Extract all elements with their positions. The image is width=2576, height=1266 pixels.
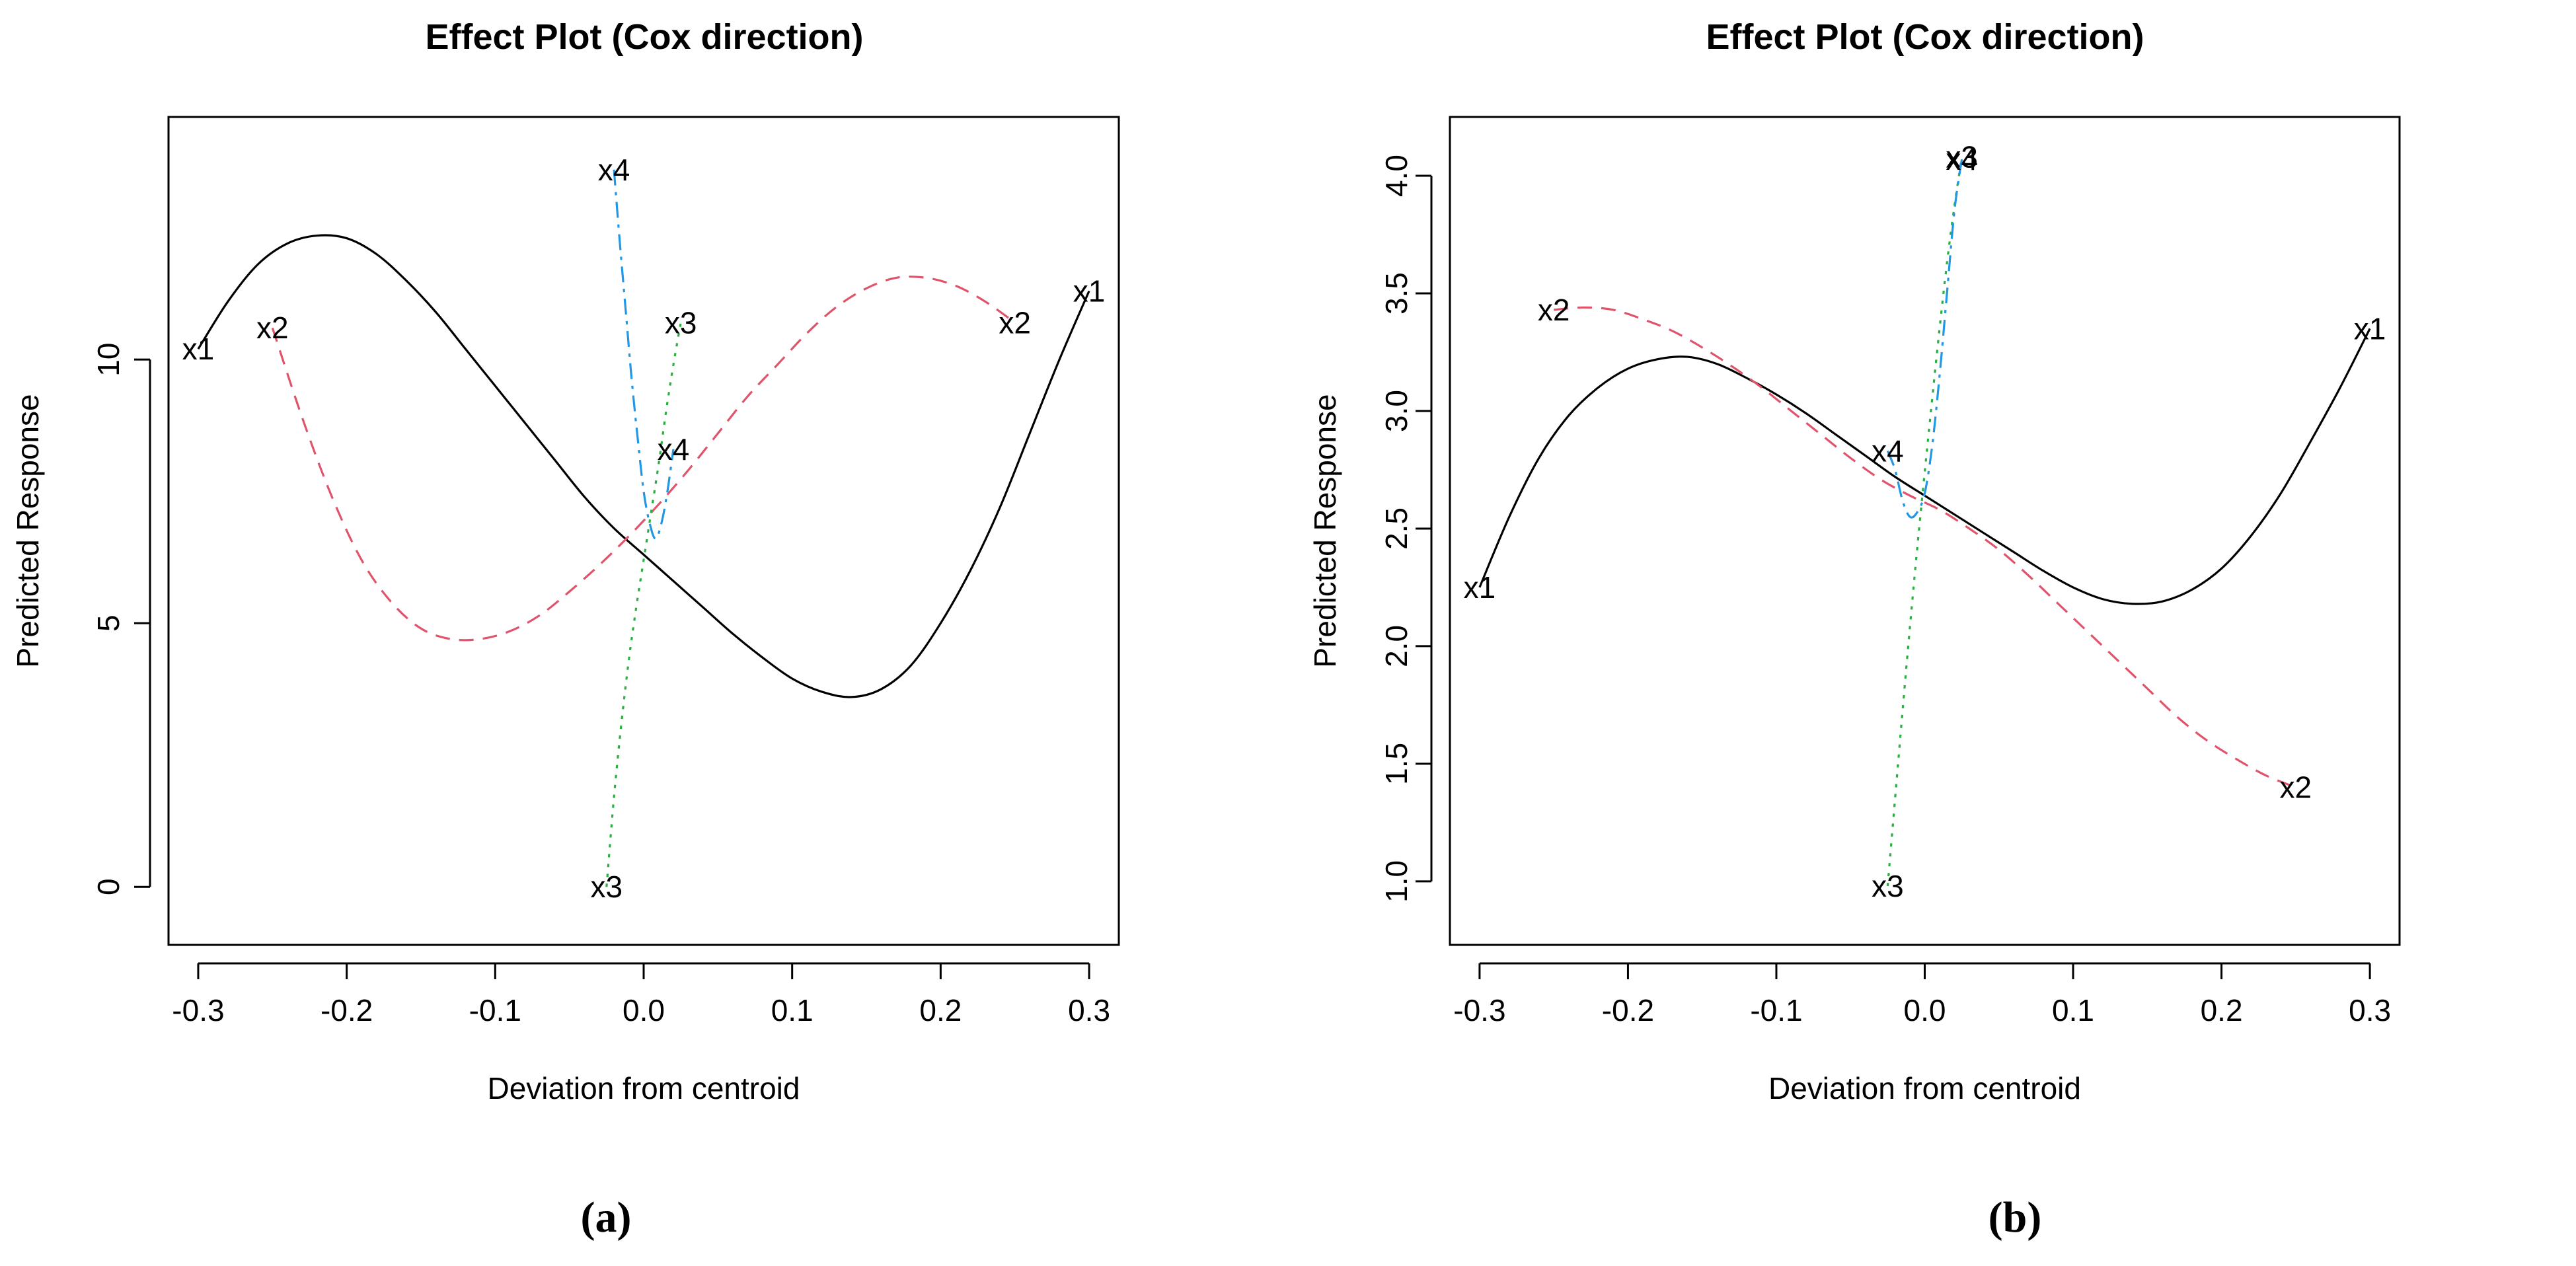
caption-a: (a) — [580, 1193, 632, 1242]
series-line-x4 — [1886, 159, 1963, 519]
series-line-x4 — [613, 169, 675, 540]
caption-b: (b) — [1988, 1193, 2042, 1242]
plot-frame — [1449, 116, 2401, 946]
x-tick-label: 0.2 — [919, 993, 962, 1027]
series-line-x3 — [1886, 157, 1963, 887]
series-label-end-x2: x2 — [999, 305, 1031, 340]
y-tick-label: 2.5 — [1379, 507, 1414, 550]
y-tick-label: 1.5 — [1379, 743, 1414, 785]
series-label-end-x4: x4 — [1946, 142, 1978, 176]
series-label-end-x1: x1 — [2354, 311, 2386, 346]
series-label-start-x1: x1 — [182, 332, 215, 366]
series-label-start-x2: x2 — [1538, 293, 1570, 327]
series-label-start-x4: x4 — [1872, 433, 1904, 468]
y-tick-label: 2.0 — [1379, 625, 1414, 667]
effect-plot-b: Effect Plot (Cox direction) -0.3 -0.2 -0.1 0… — [1308, 17, 2401, 1105]
chart-title: Effect Plot (Cox direction) — [425, 17, 863, 57]
x-tick-label: -0.3 — [172, 993, 224, 1027]
series-label-start-x4: x4 — [598, 153, 630, 187]
x-tick-label: -0.2 — [321, 993, 373, 1027]
x-tick-label: -0.2 — [1602, 993, 1654, 1027]
chart-panel-a: Effect Plot (Cox direction) -0.3 -0.2 -0.1 0… — [11, 17, 1120, 1242]
series-line-x2 — [1554, 306, 2296, 788]
series-label-end-x3: x3 — [665, 305, 697, 340]
x-tick-label: 0.1 — [2052, 993, 2094, 1027]
plot-frame — [167, 116, 1120, 946]
x-tick-label: 0.3 — [2349, 993, 2391, 1027]
x-axis-label: Deviation from centroid — [1768, 1071, 2081, 1105]
series-label-start-x1: x1 — [1464, 570, 1496, 605]
x-axis-label: Deviation from centroid — [488, 1071, 800, 1105]
x-tick-label: 0.1 — [771, 993, 814, 1027]
x-tick-label: -0.1 — [1750, 993, 1802, 1027]
x-tick-label: 0.3 — [1068, 993, 1110, 1027]
y-tick-label: 3.0 — [1379, 390, 1414, 432]
x-tick-label: 0.2 — [2201, 993, 2243, 1027]
effect-plot-a: Effect Plot (Cox direction) -0.3 -0.2 -0.1 0… — [11, 17, 1120, 1105]
y-tick-label: 0 — [91, 878, 126, 895]
series-label-end-x2: x2 — [2280, 770, 2312, 805]
series-label-end-x3: x3 — [1946, 140, 1978, 174]
series-label-start-x2: x2 — [256, 311, 289, 345]
series-line-x1 — [1478, 328, 2371, 605]
series-label-end-x1: x1 — [1073, 274, 1106, 308]
x-tick-label: -0.3 — [1453, 993, 1505, 1027]
series-label-start-x3: x3 — [591, 870, 623, 904]
x-tick-label: -0.1 — [469, 993, 521, 1027]
x-tick-label: 0.0 — [1904, 993, 1946, 1027]
y-tick-label: 10 — [91, 343, 126, 377]
series-line-x3 — [605, 322, 682, 887]
y-axis-label: Predicted Response — [11, 394, 45, 667]
y-tick-label: 5 — [91, 614, 126, 632]
y-tick-label: 4.0 — [1379, 155, 1414, 197]
series-line-x1 — [197, 234, 1090, 698]
series-line-x2 — [271, 276, 1016, 642]
series-label-start-x3: x3 — [1872, 869, 1904, 903]
chart-panel-b: Effect Plot (Cox direction) -0.3 -0.2 -0.1 0… — [1288, 0, 2576, 1266]
y-tick-label: 3.5 — [1379, 272, 1414, 315]
chart-title: Effect Plot (Cox direction) — [1706, 17, 2144, 57]
y-tick-label: 1.0 — [1379, 860, 1414, 903]
series-label-end-x4: x4 — [658, 432, 690, 466]
y-axis-label: Predicted Response — [1308, 394, 1342, 667]
x-tick-label: 0.0 — [623, 993, 665, 1027]
